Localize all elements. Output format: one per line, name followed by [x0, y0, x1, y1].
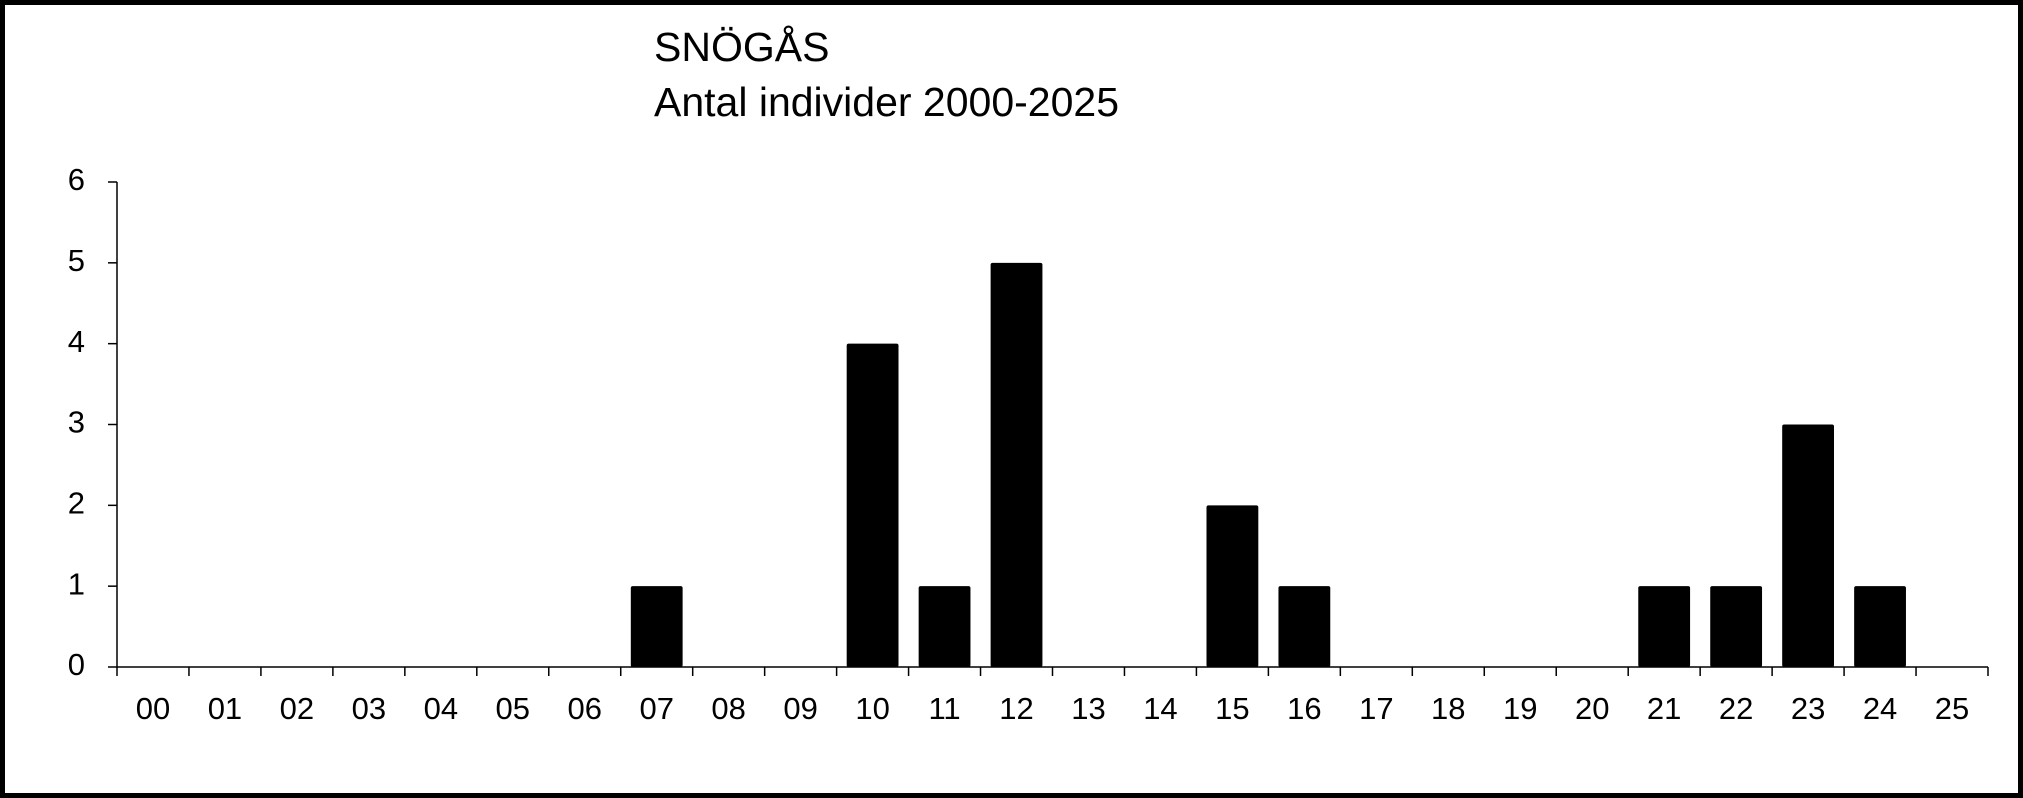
y-tick-label: 1: [68, 566, 85, 601]
x-tick-label: 23: [1791, 691, 1825, 726]
chart-title: SNÖGÅS: [654, 24, 829, 70]
x-tick-label: 12: [999, 691, 1033, 726]
x-tick-label: 16: [1287, 691, 1321, 726]
y-tick-label: 6: [68, 162, 85, 197]
x-tick-label: 06: [568, 691, 602, 726]
x-tick-label: 07: [639, 691, 673, 726]
y-tick-label: 2: [68, 486, 85, 521]
x-tick-label: 14: [1143, 691, 1177, 726]
y-tick-label: 5: [68, 243, 85, 278]
bar: [1278, 586, 1331, 667]
x-tick-label: 09: [783, 691, 817, 726]
x-tick-label: 22: [1719, 691, 1753, 726]
x-tick-label: 21: [1647, 691, 1681, 726]
x-tick-label: 25: [1935, 691, 1969, 726]
bar: [630, 586, 683, 667]
x-tick-label: 19: [1503, 691, 1537, 726]
bar: [1638, 586, 1691, 667]
x-tick-label: 00: [136, 691, 170, 726]
bar: [1782, 424, 1835, 667]
x-tick-label: 05: [496, 691, 530, 726]
x-tick-label: 04: [424, 691, 458, 726]
x-tick-label: 03: [352, 691, 386, 726]
bar: [1854, 586, 1906, 667]
x-tick-label: 17: [1359, 691, 1393, 726]
x-tick-label: 15: [1215, 691, 1249, 726]
x-tick-label: 08: [711, 691, 745, 726]
bar: [1710, 586, 1763, 667]
x-tick-label: 10: [855, 691, 889, 726]
x-tick-label: 01: [208, 691, 242, 726]
x-tick-label: 18: [1431, 691, 1465, 726]
x-tick-label: 02: [280, 691, 314, 726]
chart-subtitle: Antal individer 2000-2025: [654, 79, 1119, 125]
y-tick-label: 3: [68, 405, 85, 440]
x-tick-label: 24: [1863, 691, 1897, 726]
bar: [918, 586, 971, 667]
bar: [990, 262, 1043, 667]
x-tick-label: 11: [928, 691, 960, 726]
bar: [846, 343, 899, 667]
y-tick-label: 4: [68, 324, 85, 359]
y-tick-label: 0: [68, 647, 85, 682]
x-tick-label: 20: [1575, 691, 1609, 726]
bar: [1206, 505, 1259, 667]
x-tick-label: 13: [1071, 691, 1105, 726]
